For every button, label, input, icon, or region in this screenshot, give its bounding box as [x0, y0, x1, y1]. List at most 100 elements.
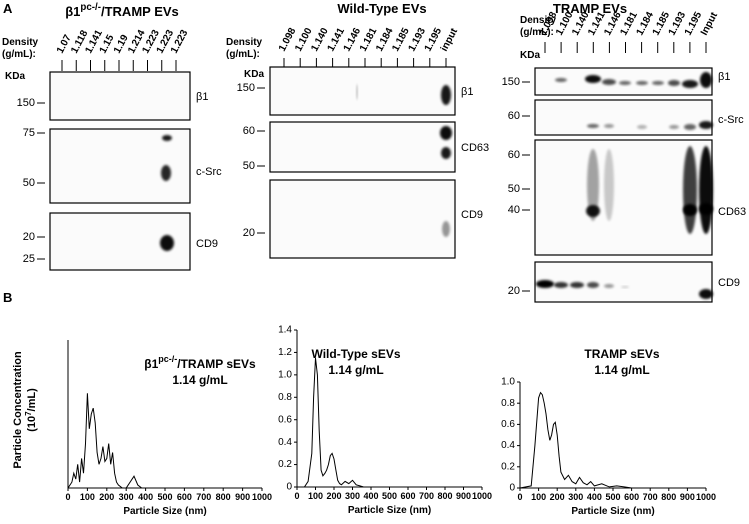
density-label: (g/mL): — [520, 27, 554, 38]
x-tick-label: 300 — [119, 492, 134, 502]
y-axis-label-part: /mL) — [26, 388, 38, 412]
y-axis-label-part: (10 — [26, 416, 38, 432]
y-tick-label: 0.8 — [501, 398, 515, 409]
band — [604, 124, 614, 128]
x-tick-label: 300 — [568, 492, 583, 502]
x-tick-label: 700 — [196, 492, 211, 502]
x-tick-label: 1000 — [252, 492, 272, 502]
blot-box — [269, 179, 456, 259]
x-tick-label: 900 — [680, 492, 695, 502]
x-tick-label: 0 — [294, 491, 299, 501]
blot-title: β1pc-/-/TRAMP EVs — [65, 2, 179, 19]
blot-title-part: /TRAMP EVs — [101, 4, 179, 19]
band — [699, 121, 713, 129]
marker-label: 40 — [508, 204, 520, 216]
band — [442, 221, 450, 237]
density-label: Density — [226, 37, 263, 48]
marker-label: 50 — [243, 160, 255, 172]
x-tick-label: 100 — [531, 492, 546, 502]
y-axis-label-sup: 7 — [24, 411, 33, 416]
y-tick-label: 0.8 — [278, 392, 292, 403]
band — [669, 125, 679, 129]
band — [683, 204, 697, 216]
x-tick-label: 600 — [624, 492, 639, 502]
density-label: (g/mL): — [226, 49, 260, 60]
x-tick-label: 1000 — [696, 492, 716, 502]
panel-label: A — [3, 1, 13, 16]
blot-box — [269, 121, 456, 173]
y-tick-label: 1.0 — [501, 377, 515, 388]
y-tick-label: 0.2 — [278, 459, 292, 470]
marker-label: 150 — [17, 97, 35, 109]
x-tick-label: 900 — [235, 492, 250, 502]
y-tick-label: 0 — [509, 483, 515, 494]
y-tick-label: 1.2 — [278, 347, 292, 358]
band — [554, 282, 568, 288]
kda-label: KDa — [520, 50, 540, 61]
kda-label: KDa — [244, 69, 264, 80]
marker-label: 75 — [23, 127, 35, 139]
chart-title-part: /TRAMP sEVs — [177, 357, 256, 371]
marker-label: 60 — [508, 110, 520, 122]
marker-label: 20 — [23, 231, 35, 243]
y-tick-label: 0.6 — [501, 419, 515, 430]
y-axis-label: (107/mL) — [24, 388, 38, 432]
target-label: c-Src — [718, 114, 744, 126]
x-axis-label: Particle Size (nm) — [348, 505, 431, 516]
blot-box — [534, 261, 713, 303]
target-label: β1 — [718, 71, 730, 83]
marker-label: 60 — [243, 125, 255, 137]
marker-label: 60 — [508, 149, 520, 161]
band — [585, 75, 601, 83]
y-tick-label: 1.0 — [278, 369, 292, 380]
x-tick-label: 100 — [80, 492, 95, 502]
blot-box — [269, 66, 456, 116]
band — [682, 80, 698, 88]
band — [161, 165, 171, 181]
x-tick-label: 400 — [363, 491, 378, 501]
x-tick-label: 400 — [138, 492, 153, 502]
target-label: CD63 — [718, 206, 746, 218]
band — [684, 124, 696, 130]
band — [637, 125, 647, 129]
blot-title: Wild-Type EVs — [337, 1, 426, 16]
density-label: Density — [520, 15, 557, 26]
y-tick-label: 0.4 — [278, 437, 292, 448]
band — [683, 146, 697, 234]
band — [587, 149, 599, 221]
x-axis-label: Particle Size (nm) — [123, 506, 206, 517]
blot-box — [534, 139, 713, 256]
data-line — [297, 357, 371, 488]
y-tick-label: 1.4 — [278, 325, 292, 336]
x-tick-label: 300 — [345, 491, 360, 501]
x-tick-label: 500 — [605, 492, 620, 502]
band — [586, 205, 600, 217]
x-tick-label: 100 — [308, 491, 323, 501]
y-axis-label-part: Particle Concentration — [12, 351, 24, 469]
target-label: CD9 — [461, 209, 483, 221]
chart-title-sup: pc-/- — [158, 354, 177, 364]
band — [440, 126, 452, 140]
y-tick-label: 0 — [286, 482, 292, 493]
x-tick-label: 200 — [99, 492, 114, 502]
band — [636, 81, 648, 85]
band — [536, 280, 554, 288]
marker-label: 25 — [23, 253, 35, 265]
lane-label: input — [439, 26, 460, 53]
blot-title-sup: pc-/- — [80, 2, 101, 13]
target-label: c-Src — [196, 166, 222, 178]
x-tick-label: 0 — [517, 492, 522, 502]
band — [441, 147, 451, 159]
y-tick-label: 0.4 — [501, 440, 515, 451]
blot-title-part: β1 — [65, 4, 80, 19]
x-tick-label: 600 — [400, 491, 415, 501]
data-line — [67, 393, 146, 489]
x-tick-label: 700 — [419, 491, 434, 501]
y-axis-label: Particle Concentration — [12, 351, 24, 469]
marker-label: 50 — [508, 183, 520, 195]
band — [160, 235, 174, 251]
target-label: CD9 — [196, 238, 218, 250]
band — [587, 282, 599, 288]
blot-title: TRAMP EVs — [553, 1, 627, 16]
panel-label: B — [3, 290, 12, 305]
